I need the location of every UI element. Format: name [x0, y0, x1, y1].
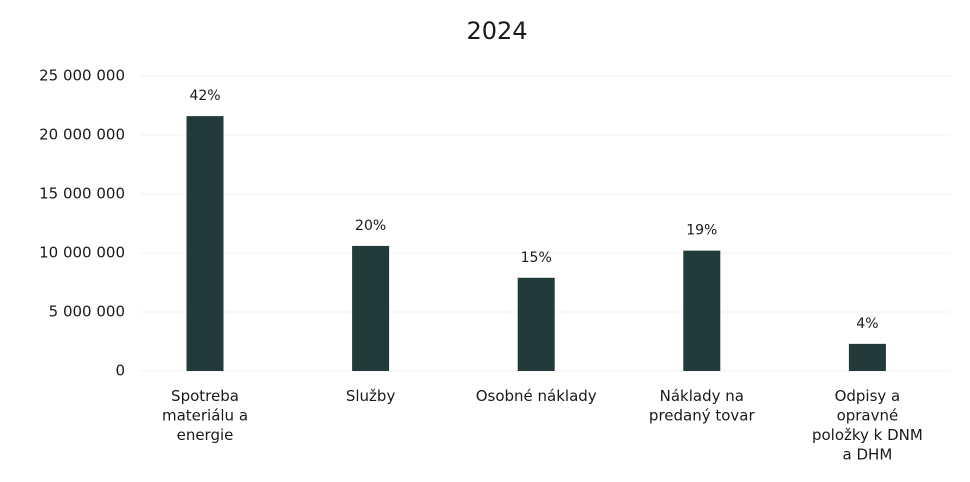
data-label: 15%	[521, 250, 552, 266]
x-tick-line: Odpisy a	[835, 387, 901, 405]
y-tick-label: 10 000 000	[39, 244, 125, 262]
x-tick-line: materiálu a	[162, 406, 248, 424]
x-tick-line: a DHM	[843, 445, 893, 463]
y-tick-label: 5 000 000	[49, 303, 125, 321]
data-label: 42%	[189, 88, 220, 104]
x-tick-label: Spotreba materiálu a energie	[162, 387, 248, 444]
x-tick-line: Náklady na	[660, 387, 744, 405]
data-label: 19%	[686, 223, 717, 239]
x-tick-label: Náklady na predaný tovar	[649, 387, 756, 425]
bar	[186, 116, 224, 372]
x-tick-label: Služby	[346, 387, 396, 405]
data-label: 20%	[355, 218, 386, 234]
bar	[517, 277, 555, 371]
y-tick-label: 0	[115, 362, 125, 380]
x-tick-line: opravné	[837, 406, 899, 424]
y-tick-label: 15 000 000	[39, 185, 125, 203]
x-tick-line: položky k DNM	[812, 426, 923, 444]
x-tick-label: Osobné náklady	[476, 387, 597, 405]
x-tick-line: energie	[177, 426, 234, 444]
x-tick-line: Služby	[346, 387, 396, 405]
data-label: 4%	[856, 316, 878, 332]
x-tick-line: Osobné náklady	[476, 387, 597, 405]
bar	[352, 245, 390, 371]
x-tick-line: Spotreba	[171, 387, 239, 405]
x-tick-label: Odpisy a opravné položky k DNM a DHM	[812, 387, 923, 464]
y-tick-label: 20 000 000	[39, 126, 125, 144]
chart-title: 2024	[466, 17, 527, 45]
x-tick-line: predaný tovar	[649, 406, 756, 424]
bar	[848, 343, 886, 371]
y-tick-label: 25 000 000	[39, 67, 125, 85]
bar	[683, 250, 721, 371]
